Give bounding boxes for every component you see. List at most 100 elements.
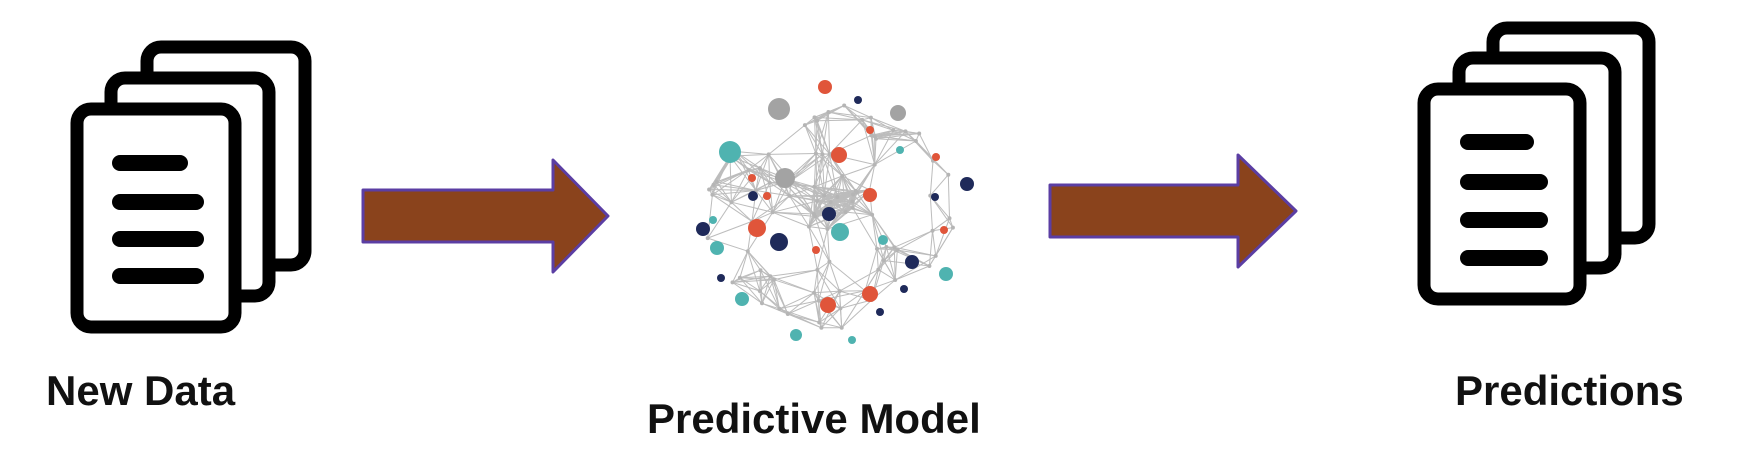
network-edge bbox=[841, 175, 870, 191]
network-dot bbox=[946, 172, 951, 177]
network-edge bbox=[760, 269, 780, 310]
network-dot bbox=[933, 253, 938, 258]
network-edge bbox=[947, 174, 950, 219]
network-edge bbox=[732, 269, 761, 283]
network-dot bbox=[811, 212, 816, 216]
network-node bbox=[822, 207, 836, 221]
network-edge bbox=[731, 201, 773, 213]
network-edge bbox=[883, 246, 887, 261]
network-dot bbox=[869, 133, 874, 138]
network-dot bbox=[815, 118, 820, 123]
network-edge bbox=[770, 269, 818, 277]
network-dot bbox=[711, 182, 716, 187]
network-dot bbox=[913, 139, 918, 143]
network-edge bbox=[770, 275, 815, 294]
network-edge bbox=[768, 153, 816, 155]
network-dot bbox=[816, 298, 821, 303]
network-edge bbox=[779, 292, 815, 310]
network-edge bbox=[732, 250, 749, 283]
right-arrow-icon bbox=[361, 158, 610, 274]
network-dot bbox=[707, 187, 712, 192]
network-dot bbox=[917, 131, 922, 136]
network-edge bbox=[928, 230, 933, 267]
network-node bbox=[932, 153, 940, 161]
network-dot bbox=[860, 117, 865, 122]
network-edge bbox=[769, 276, 780, 309]
network-edge bbox=[841, 299, 873, 329]
network-edge bbox=[747, 250, 761, 271]
network-edge bbox=[772, 195, 790, 213]
network-edge bbox=[843, 105, 872, 119]
network-edge bbox=[871, 214, 878, 249]
network-node bbox=[735, 292, 749, 306]
network-dot bbox=[729, 200, 734, 205]
network-dot bbox=[758, 268, 763, 273]
network-edge bbox=[813, 154, 823, 187]
network-edge bbox=[814, 117, 823, 155]
network-edge bbox=[761, 302, 780, 310]
network-edge bbox=[748, 154, 770, 171]
network-dot bbox=[760, 301, 764, 306]
network-node bbox=[719, 141, 741, 163]
network-edge bbox=[716, 181, 757, 191]
network-dot bbox=[757, 289, 762, 293]
network-edge bbox=[814, 117, 817, 154]
network-edge bbox=[755, 182, 770, 191]
network-dot bbox=[851, 192, 856, 197]
network-dot bbox=[837, 289, 842, 294]
network-dot bbox=[826, 110, 831, 114]
network-edge bbox=[759, 290, 780, 310]
network-edge bbox=[842, 164, 875, 177]
network-dot bbox=[772, 277, 776, 282]
network-edge bbox=[929, 195, 933, 231]
network-edge bbox=[828, 111, 871, 119]
network-node bbox=[896, 146, 904, 154]
network-edge bbox=[708, 169, 749, 190]
network-edge bbox=[804, 124, 823, 155]
network-dot bbox=[827, 152, 832, 157]
network-edge bbox=[789, 195, 831, 203]
network-edge bbox=[814, 216, 830, 262]
network-edge bbox=[772, 211, 814, 215]
network-edge bbox=[816, 269, 820, 301]
network-edge bbox=[830, 190, 857, 203]
network-edge bbox=[748, 169, 770, 184]
network-dot bbox=[819, 325, 824, 330]
network-edge bbox=[789, 195, 838, 198]
input-label: New Data bbox=[46, 367, 236, 414]
network-edge bbox=[707, 237, 748, 252]
network-dot bbox=[843, 210, 848, 215]
network-edge bbox=[915, 140, 934, 162]
neural-network-icon bbox=[696, 80, 974, 344]
network-edge bbox=[841, 290, 866, 328]
network-edge bbox=[804, 124, 830, 155]
network-edge bbox=[707, 201, 732, 239]
network-dot bbox=[875, 246, 879, 251]
network-edge bbox=[870, 135, 876, 165]
network-dot bbox=[850, 199, 855, 204]
input-documents-icon bbox=[70, 40, 312, 334]
network-dot bbox=[770, 210, 775, 215]
network-edge bbox=[787, 292, 815, 315]
network-dot bbox=[714, 179, 719, 184]
network-dot bbox=[827, 259, 832, 264]
network-edge bbox=[739, 251, 749, 278]
network-edge bbox=[751, 182, 771, 222]
network-edge bbox=[839, 308, 843, 328]
network-edge bbox=[739, 277, 763, 304]
right-arrow-icon bbox=[1048, 153, 1298, 269]
network-edge bbox=[814, 186, 838, 198]
network-edge bbox=[815, 153, 843, 177]
network-edge bbox=[804, 124, 817, 154]
output-documents-icon bbox=[1417, 21, 1656, 306]
network-edge bbox=[895, 265, 930, 281]
network-edge bbox=[813, 186, 818, 202]
network-edge bbox=[759, 270, 761, 292]
network-node bbox=[905, 255, 919, 269]
network-edge bbox=[791, 153, 817, 181]
network-dot bbox=[777, 306, 782, 311]
network-edge bbox=[816, 269, 841, 309]
network-edge bbox=[768, 124, 806, 155]
network-edge bbox=[875, 133, 920, 140]
network-edge bbox=[839, 269, 879, 292]
